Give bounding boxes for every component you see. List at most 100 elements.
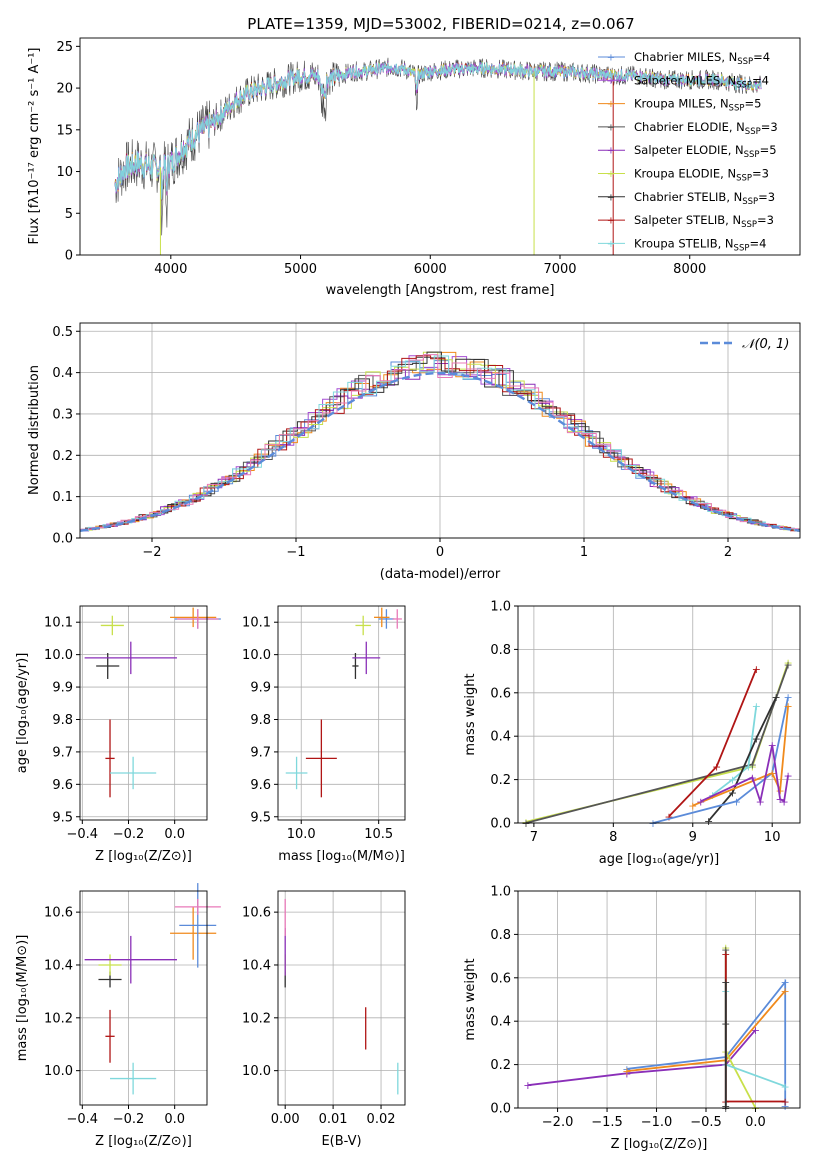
age-vs-z-panel: −0.4 −0.2 0.0 9.5 9.6 9.7 9.8 9.9 10.0 10.1 Z [log… <box>15 605 221 864</box>
y-tick-label: 10.4 <box>44 958 73 973</box>
y-tick-label: 1.0 <box>490 885 511 900</box>
legend-marker: + <box>607 239 615 250</box>
weight-marker: + <box>721 948 730 961</box>
y-tick-label: 0.0 <box>52 532 73 547</box>
y-tick-label: 0.1 <box>52 490 73 505</box>
spectrum-xlabel: wavelength [Angstrom, rest frame] <box>326 283 555 298</box>
weight-marker: + <box>721 944 730 957</box>
y-tick-label: 10.2 <box>242 1011 271 1026</box>
residual-hist-kroupa-stelib <box>80 355 800 531</box>
y-tick-label: 0.0 <box>490 1102 511 1117</box>
y-tick-label: 20 <box>56 82 73 97</box>
y-tick-label: 9.6 <box>52 778 73 793</box>
legend-label: Kroupa STELIB, NSSP=4 <box>634 236 766 253</box>
residual-legend: 𝒩(0, 1) <box>700 337 789 352</box>
x-tick-label: 0.01 <box>319 1112 348 1127</box>
x-tick-label: −0.2 <box>113 827 145 842</box>
x-axis-label: E(B-V) <box>321 1134 361 1149</box>
y-tick-label: 0.2 <box>52 449 73 464</box>
x-axis-label: age [log₁₀(age/yr)] <box>599 852 720 867</box>
x-tick-label: −0.4 <box>67 827 99 842</box>
y-axis-label: mass weight <box>463 673 478 755</box>
x-tick-label: 0.0 <box>745 1115 766 1130</box>
x-tick-label: 8 <box>609 830 617 845</box>
weight-marker: + <box>780 795 789 808</box>
x-tick-label: 10.0 <box>287 827 316 842</box>
ticks: −2.0 −1.5 −1.0 −0.5 0.0 0.0 0.2 0.4 0.6 0.8 1.0 <box>490 885 766 1131</box>
spectrum-legend: + Chabrier MILES, NSSP=4 + Salpeter MILES, … <box>598 50 778 253</box>
gaussian-legend-label: 𝒩(0, 1) <box>742 337 789 352</box>
legend-marker: + <box>607 192 615 203</box>
x-tick-label: −1 <box>286 545 305 560</box>
weight-marker: + <box>622 1067 631 1080</box>
weight-marker: + <box>696 795 705 808</box>
spectrum-line-kroupa-stelib <box>114 61 762 200</box>
weight-marker: + <box>728 787 737 800</box>
weight-marker: + <box>768 739 777 752</box>
weight-marker: + <box>783 656 792 669</box>
weight-marker: + <box>783 700 792 713</box>
x-tick-label: −0.5 <box>690 1115 722 1130</box>
y-tick-label: 9.7 <box>250 745 271 760</box>
weight-marker: + <box>772 691 781 704</box>
weight-marker: + <box>768 767 777 780</box>
x-tick-label: 5000 <box>284 262 317 277</box>
weight-marker: + <box>721 941 730 954</box>
legend-marker: + <box>607 216 615 227</box>
y-tick-label: 10.1 <box>44 616 73 631</box>
weight-marker: + <box>622 1063 631 1076</box>
plot-area <box>84 883 221 1095</box>
weight-marker: + <box>781 1100 790 1113</box>
legend-label: Salpeter ELODIE, NSSP=5 <box>634 143 777 160</box>
weight-marker: + <box>781 1095 790 1108</box>
y-tick-label: 10.0 <box>242 1064 271 1079</box>
weight-marker: + <box>776 784 785 797</box>
weight-marker: + <box>748 771 757 784</box>
mass-vs-z-panel: −0.4 −0.2 0.0 10.0 10.2 10.4 10.6 Z [log₁₀(Z/Z⊙… <box>15 883 221 1149</box>
x-tick-label: −2 <box>142 545 161 560</box>
x-tick-label: 1 <box>580 545 588 560</box>
x-tick-label: 8000 <box>673 262 706 277</box>
spectrum-title: PLATE=1359, MJD=53002, FIBERID=0214, z=0… <box>247 15 634 33</box>
weight-marker: + <box>622 1065 631 1078</box>
x-tick-label: 2 <box>724 545 732 560</box>
plot-area: ++++++++++++++++++++++++++++++++ <box>521 656 792 830</box>
y-tick-label: 10 <box>56 165 73 180</box>
legend-label: Chabrier STELIB, NSSP=3 <box>634 190 775 207</box>
gridlines <box>80 606 207 820</box>
weight-marker: + <box>748 758 757 771</box>
y-tick-label: 0.0 <box>490 817 511 832</box>
x-tick-label: −1.0 <box>641 1115 673 1130</box>
weight-line <box>626 979 787 1106</box>
y-tick-label: 0.6 <box>490 686 511 701</box>
spectrum-panel: PLATE=1359, MJD=53002, FIBERID=0214, z=0… <box>27 15 801 298</box>
y-tick-label: 0.4 <box>52 366 73 381</box>
x-axis-label: mass [log₁₀(M/M⊙)] <box>278 849 405 864</box>
weight-marker: + <box>783 691 792 704</box>
y-tick-label: 0.2 <box>490 1058 511 1073</box>
plot-area <box>84 607 221 798</box>
plot-area <box>284 898 399 1095</box>
weight-marker: + <box>728 774 737 787</box>
y-tick-label: 10.0 <box>242 648 271 663</box>
x-tick-label: 0.02 <box>367 1112 396 1127</box>
weight-line <box>692 705 789 807</box>
x-tick-label: −0.4 <box>67 1112 99 1127</box>
weight-marker: + <box>732 795 741 808</box>
y-tick-label: 10.4 <box>242 958 271 973</box>
x-axis-label: Z [log₁₀(Z/Z⊙)] <box>611 1137 708 1152</box>
weight-marker: + <box>704 815 713 828</box>
residual-xlabel: (data-model)/error <box>380 567 501 582</box>
x-tick-label: 7 <box>530 830 538 845</box>
ticks: −0.4 −0.2 0.0 10.0 10.2 10.4 10.6 <box>44 906 185 1127</box>
x-tick-label: 9 <box>689 830 697 845</box>
legend-marker: + <box>607 146 615 157</box>
weight-marker: + <box>664 810 673 823</box>
plot-area <box>285 607 402 798</box>
axes-frame <box>517 605 801 824</box>
age-vs-mass-panel: 10.0 10.5 9.5 9.6 9.7 9.8 9.9 10.0 10.1 mass [log… <box>242 605 406 864</box>
y-tick-label: 0.4 <box>490 1015 511 1030</box>
ticks: −0.4 −0.2 0.0 9.5 9.6 9.7 9.8 9.9 10.0 10.1 <box>44 616 185 842</box>
mass-weight-vs-age-panel: ++++++++++++++++++++++++++++++++7 8 9 10 0.0… <box>463 600 801 867</box>
residual-panel: −2 −1 0 1 2 0.0 0.1 0.2 0.3 0.4 0.5 𝒩(0, 1) (data-… <box>27 322 801 582</box>
